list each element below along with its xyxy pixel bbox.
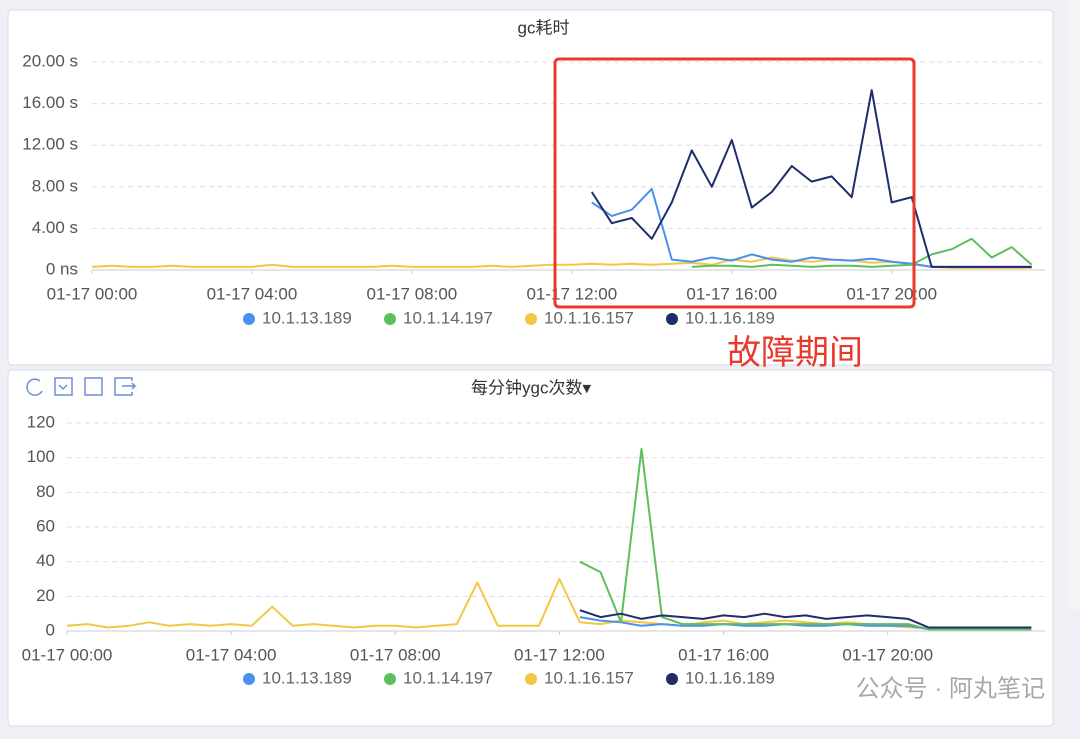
y-tick-label: 60 — [36, 516, 55, 535]
x-tick-label: 01-17 04:00 — [207, 284, 298, 303]
x-tick-label: 01-17 20:00 — [842, 645, 933, 664]
legend-label: 10.1.16.157 — [544, 668, 634, 687]
chart: gc耗时 0 ns 4.00 s 8.00 s 12.00 s 16.00 s 20.00 … — [22, 18, 1045, 327]
legend-label: 10.1.16.157 — [544, 308, 634, 327]
x-tick-label: 01-17 00:00 — [47, 284, 138, 303]
y-tick-label: 20 — [36, 586, 55, 605]
maximize-icon[interactable] — [84, 377, 103, 396]
y-tick-label: 0 — [46, 620, 55, 639]
y-tick-label: 20.00 s — [22, 51, 78, 70]
export-icon[interactable] — [114, 377, 137, 396]
legend-label: 10.1.13.189 — [262, 668, 352, 687]
panel — [7, 9, 1054, 366]
x-tick-label: 01-17 16:00 — [678, 645, 769, 664]
x-tick-label: 01-17 04:00 — [186, 645, 277, 664]
y-tick-label: 40 — [36, 551, 55, 570]
x-tick-label: 01-17 12:00 — [514, 645, 605, 664]
series-line — [579, 609, 1032, 629]
highlight-box — [553, 57, 916, 309]
series-line — [691, 237, 1033, 268]
x-tick-label: 01-17 12:00 — [526, 284, 617, 303]
legend-label: 10.1.14.197 — [403, 308, 493, 327]
legend-dot — [243, 313, 255, 325]
panel — [7, 369, 1054, 727]
legend-dot — [666, 673, 678, 685]
series-line — [91, 256, 1032, 269]
legend-dot — [384, 313, 396, 325]
legend-dot — [384, 673, 396, 685]
dropdown-icon[interactable] — [54, 377, 73, 396]
y-tick-label: 80 — [36, 482, 55, 501]
y-tick-label: 100 — [27, 447, 55, 466]
y-tick-label: 0 ns — [46, 259, 78, 278]
x-tick-label: 01-17 00:00 — [22, 645, 113, 664]
y-tick-label: 16.00 s — [22, 93, 78, 112]
legend-dot — [666, 313, 678, 325]
y-tick-label: 12.00 s — [22, 135, 78, 154]
series-line — [579, 448, 1032, 631]
legend-dot — [525, 313, 537, 325]
legend-dot — [243, 673, 255, 685]
x-tick-label: 01-17 16:00 — [686, 284, 777, 303]
legend-label: 10.1.14.197 — [403, 668, 493, 687]
chart-title: 每分钟ygc次数▾ — [471, 378, 591, 397]
legend-label: 10.1.13.189 — [262, 308, 352, 327]
legend-dot — [525, 673, 537, 685]
y-tick-label: 4.00 s — [32, 218, 78, 237]
dropdown-arrow — [58, 384, 68, 391]
legend-label: 10.1.16.189 — [685, 668, 775, 687]
y-tick-label: 120 — [27, 412, 55, 431]
x-tick-label: 01-17 08:00 — [367, 284, 458, 303]
refresh-icon[interactable] — [26, 378, 43, 396]
series-line — [590, 89, 1032, 268]
chart: 每分钟ygc次数▾ 0 20 40 60 80 100 120 01-17 00:00 01-17… — [22, 378, 1045, 687]
watermark: 公众号 · 阿丸笔记 — [856, 675, 1045, 702]
x-tick-label: 01-17 08:00 — [350, 645, 441, 664]
annotation: 故障期间 — [727, 334, 863, 372]
x-tick-label: 01-17 20:00 — [846, 284, 937, 303]
toolbar — [26, 377, 137, 396]
legend-label: 10.1.16.189 — [685, 308, 775, 327]
scrollbar — [1068, 0, 1080, 610]
y-tick-label: 8.00 s — [32, 176, 78, 195]
chart-title: gc耗时 — [518, 18, 570, 37]
